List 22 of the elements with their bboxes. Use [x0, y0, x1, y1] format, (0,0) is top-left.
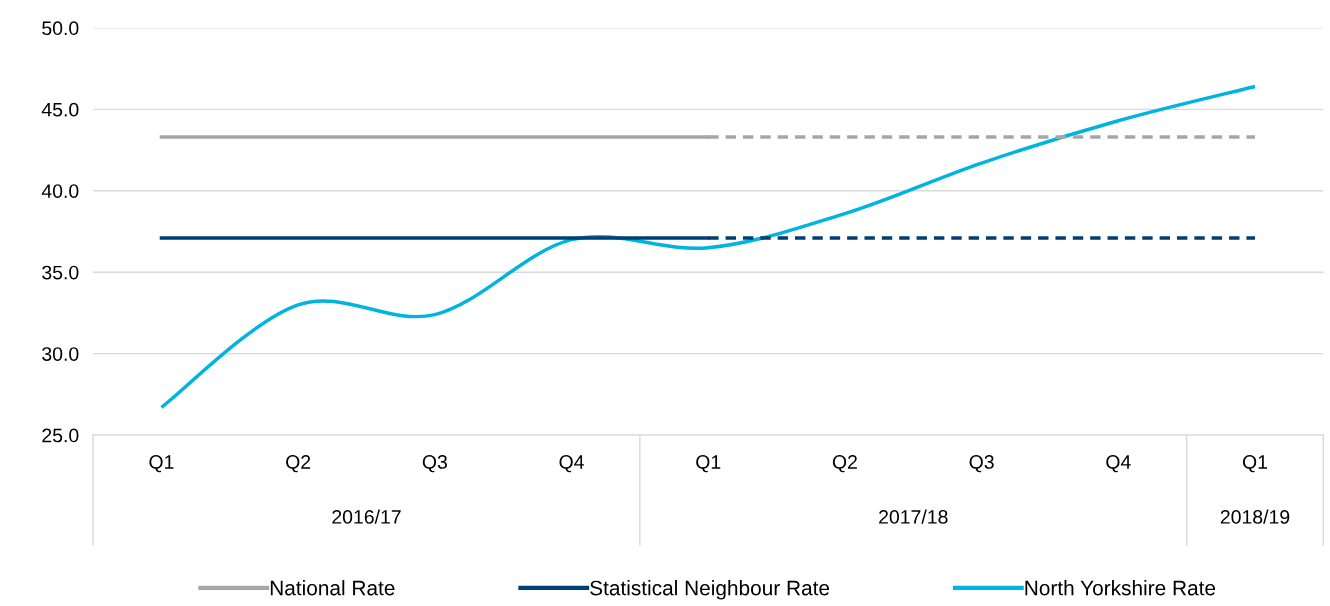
x-tick-label: Q3	[422, 455, 447, 473]
text: 2016/17	[332, 509, 401, 524]
y-tick-label: 25.0	[42, 428, 79, 443]
x-tick-label: Q2	[832, 455, 857, 473]
x-tick-label: Q1	[1242, 455, 1268, 473]
legend-label: Statistical Neighbour Rate	[590, 580, 830, 600]
y-tick-label: 40.0	[41, 184, 79, 199]
y-tick-label: 35.0	[42, 265, 79, 280]
y-tick-label: 50.0	[42, 21, 79, 36]
legend-label: National Rate	[270, 580, 395, 596]
x-tick-label: Q1	[149, 455, 174, 473]
x-tick-label: Q4	[1106, 455, 1131, 473]
y-tick-label: 30.0	[42, 347, 79, 361]
x-tick-label: Q4	[559, 455, 584, 473]
x-tick-label: Q2	[286, 455, 311, 473]
x-tick-label: Q1	[696, 455, 721, 473]
text: 2018/19	[1220, 509, 1290, 524]
x-tick-label: Q3	[969, 455, 994, 473]
legend-label: North Yorkshire Rate	[1025, 580, 1216, 596]
y-tick-label: 45.0	[41, 102, 79, 117]
text: 2017/18	[879, 509, 948, 524]
line-series	[159, 84, 1257, 410]
